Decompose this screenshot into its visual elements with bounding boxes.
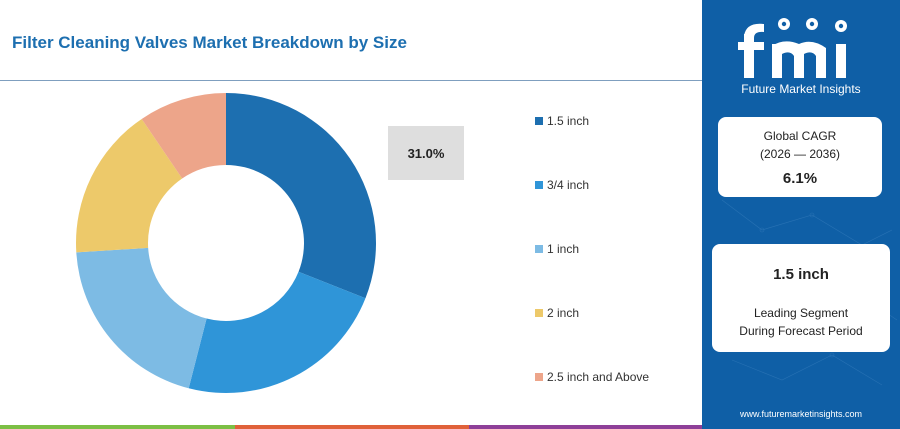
legend-label: 1 inch: [547, 242, 580, 256]
chart-title: Filter Cleaning Valves Market Breakdown …: [12, 33, 407, 52]
chart-legend: 1.5 inch 3/4 inch 1 inch 2 inch 2.5 inch and…: [535, 0, 695, 429]
title-divider: [0, 80, 702, 81]
legend-swatch: [535, 373, 543, 381]
brand-name: Future Market Insights: [741, 82, 861, 96]
donut-slice-3-4-inch: [188, 271, 366, 393]
legend-item: 1 inch: [535, 241, 579, 257]
legend-label: 2.5 inch and Above: [547, 370, 650, 384]
chart-panel: Filter Cleaning Valves Market Breakdown …: [0, 0, 702, 429]
leading-segment-card: 1.5 inch Leading Segment During Forecast…: [712, 244, 890, 352]
legend-label: 3/4 inch: [547, 178, 590, 192]
legend-item: 3/4 inch: [535, 177, 589, 193]
leading-segment-value: 1.5 inch: [773, 266, 829, 283]
legend-label: 1.5 inch: [547, 114, 590, 128]
cagr-label: Global CAGR: [763, 129, 837, 143]
donut-slice-2-inch: [76, 118, 183, 253]
cagr-value: 6.1%: [782, 170, 818, 187]
legend-label: 2 inch: [547, 306, 580, 320]
leading-share-value: 31.0%: [407, 145, 445, 161]
legend-swatch: [535, 309, 543, 317]
leading-segment-label: Leading Segment: [753, 306, 849, 320]
cagr-period: (2026 — 2036): [759, 147, 841, 161]
legend-swatch: [535, 181, 543, 189]
legend-swatch: [535, 117, 543, 125]
donut-slice-1-inch: [76, 247, 207, 389]
legend-swatch: [535, 245, 543, 253]
cagr-card: Global CAGR (2026 — 2036) 6.1%: [718, 117, 882, 197]
forecast-period-label: During Forecast Period: [739, 324, 863, 338]
donut-slice-2-5-inch-and-above: [141, 93, 226, 179]
fmi-logo: [738, 18, 847, 78]
legend-item: 2 inch: [535, 305, 579, 321]
leading-share-callout: 31.0%: [388, 126, 464, 180]
donut-chart: [76, 93, 376, 393]
bottom-bar-green: [0, 425, 235, 429]
legend-item: 2.5 inch and Above: [535, 369, 649, 385]
bottom-bar-purple: [469, 425, 702, 429]
legend-item: 1.5 inch: [535, 113, 589, 129]
summary-sidebar: Future Market Insights Global CAGR (2026…: [702, 0, 900, 429]
bottom-bar-orange: [235, 425, 469, 429]
donut-slice-1-5-inch: [226, 93, 376, 299]
website-url: www.futuremarketinsights.com: [739, 409, 863, 419]
